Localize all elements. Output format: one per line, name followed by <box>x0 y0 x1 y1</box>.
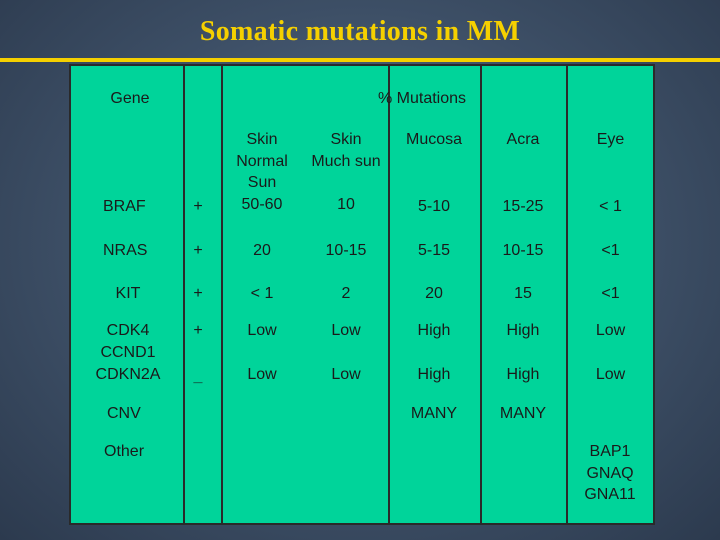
row-sign-braf: + <box>193 198 203 215</box>
cell-cdk4-skin-normal-sun: Low <box>247 322 277 339</box>
cell-nras-skin-normal-sun: 20 <box>253 242 271 259</box>
cell-cdkn2a-eye: Low <box>595 366 626 383</box>
cell-cnv-mucosa: MANY <box>410 405 458 422</box>
row-gene-other: Other <box>104 443 145 460</box>
cell-kit-mucosa: 20 <box>425 285 443 302</box>
cell-kit-skin-much-sun: 2 <box>341 285 351 302</box>
slide-title: Somatic mutations in MM <box>199 16 521 47</box>
cell-nras-acra: 10-15 <box>502 242 544 259</box>
cell-cdk4-skin-much-sun: Low <box>331 322 361 339</box>
row-sign-nras: + <box>193 242 203 259</box>
row-gene-cdkn2a: CDKN2A <box>95 366 161 383</box>
cell-kit-acra: 15 <box>514 285 532 302</box>
col-header-eye: Eye <box>596 131 625 148</box>
cell-braf-eye: < 1 <box>599 198 622 215</box>
cell-cdkn2a-mucosa: High <box>417 366 451 383</box>
mutations-table <box>69 64 655 525</box>
row-sign-cdk4: + <box>193 322 203 339</box>
cell-kit-skin-normal-sun: < 1 <box>250 285 274 302</box>
cell-nras-mucosa: 5-15 <box>417 242 451 259</box>
cell-braf-skin-normal-sun: 50-60 <box>241 196 283 213</box>
row-gene-kit: KIT <box>115 285 141 302</box>
grid-line <box>183 64 185 525</box>
row-sign-cdkn2a: _ <box>193 368 203 385</box>
row-gene-ccnd1: CCND1 <box>100 344 156 361</box>
cell-cdk4-eye: Low <box>595 322 626 339</box>
header-gene: Gene <box>110 90 150 107</box>
cell-braf-mucosa: 5-10 <box>417 198 451 215</box>
cell-kit-eye: <1 <box>601 285 620 302</box>
cell-other-eye: BAP1 GNAQ GNA11 <box>584 443 636 503</box>
col-header-skin-much-sun: Skin Much sun <box>311 131 381 170</box>
cell-cdk4-acra: High <box>506 322 540 339</box>
row-sign-kit: + <box>193 285 203 302</box>
row-gene-braf: BRAF <box>103 198 146 215</box>
row-gene-cnv: CNV <box>107 405 141 422</box>
cell-cdk4-mucosa: High <box>417 322 451 339</box>
cell-cdkn2a-skin-normal-sun: Low <box>247 366 277 383</box>
grid-line <box>480 64 482 525</box>
cell-cnv-acra: MANY <box>499 405 547 422</box>
col-header-acra: Acra <box>506 131 540 148</box>
cell-braf-skin-much-sun: 10 <box>337 196 355 213</box>
grid-line <box>388 64 390 525</box>
col-header-skin-normal-sun: Skin Normal Sun <box>236 131 288 191</box>
grid-line <box>566 64 568 525</box>
cell-braf-acra: 15-25 <box>502 198 544 215</box>
cell-nras-eye: <1 <box>601 242 620 259</box>
cell-cdkn2a-acra: High <box>506 366 540 383</box>
header-mutations: % Mutations <box>377 90 467 107</box>
row-gene-cdk4: CDK4 <box>106 322 150 339</box>
grid-line <box>221 64 223 525</box>
cell-nras-skin-much-sun: 10-15 <box>325 242 367 259</box>
cell-cdkn2a-skin-much-sun: Low <box>331 366 361 383</box>
row-gene-nras: NRAS <box>103 242 148 259</box>
title-underline <box>0 58 720 62</box>
col-header-mucosa: Mucosa <box>405 131 463 148</box>
